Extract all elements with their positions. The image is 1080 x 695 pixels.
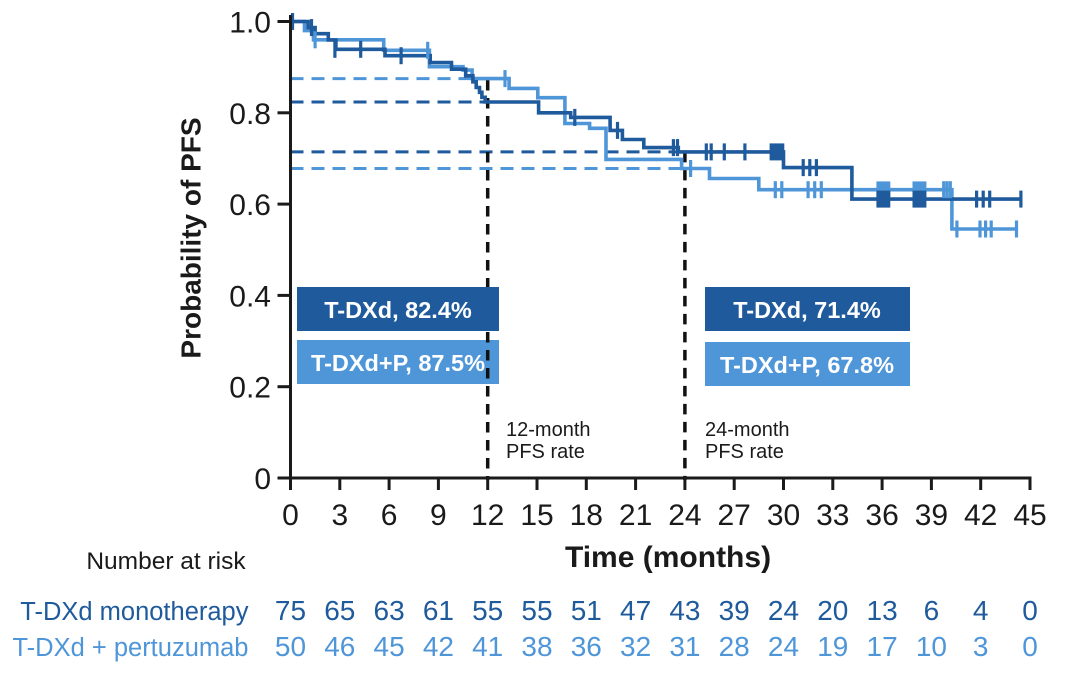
svg-text:20: 20 <box>817 595 848 626</box>
svg-text:4: 4 <box>973 595 989 626</box>
svg-text:PFS rate: PFS rate <box>705 441 784 463</box>
svg-text:51: 51 <box>571 595 602 626</box>
svg-text:T-DXd+P, 87.5%: T-DXd+P, 87.5% <box>311 350 485 376</box>
svg-text:6: 6 <box>924 595 940 626</box>
svg-text:46: 46 <box>324 631 355 662</box>
svg-text:38: 38 <box>521 631 552 662</box>
svg-text:Probability of PFS: Probability of PFS <box>176 117 207 358</box>
svg-text:13: 13 <box>867 595 898 626</box>
svg-text:T-DXd+P, 67.8%: T-DXd+P, 67.8% <box>720 352 894 378</box>
svg-text:43: 43 <box>669 595 700 626</box>
svg-text:50: 50 <box>275 631 306 662</box>
svg-text:3: 3 <box>331 499 348 532</box>
svg-text:55: 55 <box>521 595 552 626</box>
svg-text:0.2: 0.2 <box>229 372 271 405</box>
svg-text:0.8: 0.8 <box>229 98 271 131</box>
svg-text:47: 47 <box>620 595 651 626</box>
svg-text:31: 31 <box>669 631 700 662</box>
svg-text:17: 17 <box>867 631 898 662</box>
svg-text:36: 36 <box>571 631 602 662</box>
svg-text:T-DXd + pertuzumab: T-DXd + pertuzumab <box>13 634 249 662</box>
svg-text:0: 0 <box>1022 631 1038 662</box>
svg-text:21: 21 <box>619 499 652 532</box>
svg-text:28: 28 <box>719 631 750 662</box>
svg-text:65: 65 <box>324 595 355 626</box>
svg-text:55: 55 <box>472 595 503 626</box>
svg-text:18: 18 <box>570 499 603 532</box>
svg-text:42: 42 <box>964 499 997 532</box>
svg-text:12-month: 12-month <box>506 419 591 441</box>
svg-text:27: 27 <box>718 499 751 532</box>
svg-text:63: 63 <box>374 595 405 626</box>
svg-text:0: 0 <box>282 499 299 532</box>
svg-text:41: 41 <box>472 631 503 662</box>
svg-text:39: 39 <box>915 499 948 532</box>
svg-text:Time (months): Time (months) <box>565 541 771 574</box>
svg-text:24: 24 <box>768 631 799 662</box>
svg-text:0.4: 0.4 <box>229 280 271 313</box>
svg-text:T-DXd, 71.4%: T-DXd, 71.4% <box>733 297 881 323</box>
svg-text:1.0: 1.0 <box>229 7 271 40</box>
svg-text:T-DXd monotherapy: T-DXd monotherapy <box>20 598 248 626</box>
svg-text:PFS rate: PFS rate <box>506 441 585 463</box>
svg-text:42: 42 <box>423 631 454 662</box>
svg-text:24: 24 <box>768 595 799 626</box>
svg-text:36: 36 <box>865 499 898 532</box>
svg-text:30: 30 <box>767 499 800 532</box>
svg-text:0: 0 <box>254 463 271 496</box>
svg-text:0.6: 0.6 <box>229 189 271 222</box>
svg-text:12: 12 <box>471 499 504 532</box>
svg-text:24: 24 <box>668 499 701 532</box>
svg-text:3: 3 <box>973 631 989 662</box>
svg-text:75: 75 <box>275 595 306 626</box>
svg-text:32: 32 <box>620 631 651 662</box>
svg-text:61: 61 <box>423 595 454 626</box>
svg-text:19: 19 <box>817 631 848 662</box>
svg-text:Number at risk: Number at risk <box>86 548 246 575</box>
svg-text:15: 15 <box>520 499 553 532</box>
svg-text:45: 45 <box>1013 499 1046 532</box>
svg-text:33: 33 <box>816 499 849 532</box>
svg-text:24-month: 24-month <box>705 419 790 441</box>
svg-text:9: 9 <box>430 499 447 532</box>
svg-text:0: 0 <box>1022 595 1038 626</box>
svg-text:10: 10 <box>916 631 947 662</box>
svg-text:6: 6 <box>381 499 398 532</box>
svg-text:T-DXd, 82.4%: T-DXd, 82.4% <box>324 297 472 323</box>
svg-text:39: 39 <box>719 595 750 626</box>
svg-text:45: 45 <box>374 631 405 662</box>
